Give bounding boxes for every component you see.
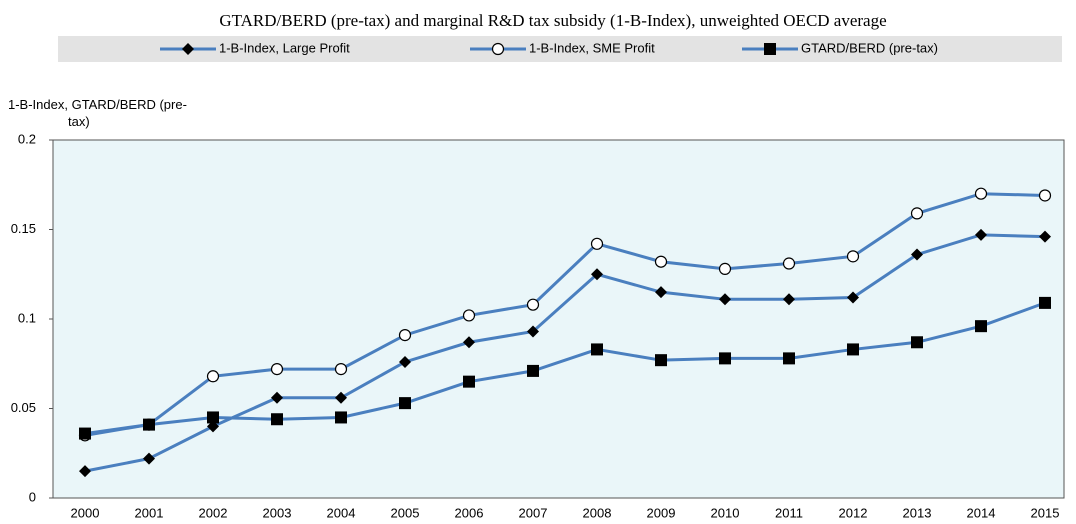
data-point [719,352,731,365]
data-point [846,250,860,263]
legend-marker [182,43,194,55]
y-axis-label: 1-B-Index, GTARD/BERD (pre-tax) [8,97,187,129]
x-tick-label: 2002 [199,505,228,520]
data-point [783,293,795,306]
data-point [718,262,732,275]
x-tick-label: 2001 [135,505,164,520]
data-point [911,336,923,349]
series-line [84,233,1046,473]
legend-label: GTARD/BERD (pre-tax) [801,40,938,55]
data-point [591,268,603,281]
data-point [783,352,795,365]
x-tick-label: 2015 [1031,505,1060,520]
data-point [463,336,475,349]
data-point [591,343,603,356]
data-point [1039,296,1051,309]
data-point [847,343,859,356]
y-tick-label: 0.2 [18,131,36,146]
data-point [527,364,539,377]
data-point [975,320,987,333]
x-tick-label: 2005 [391,505,420,520]
data-point [143,418,155,431]
legend-background [58,36,1062,62]
plot-area [52,139,1065,499]
data-point [527,325,539,338]
data-point [975,228,987,241]
y-tick-label: 0.1 [18,310,36,325]
y-tick-label: 0.05 [11,400,36,415]
data-point [1039,230,1051,243]
legend-marker [764,43,776,55]
data-point [399,355,411,368]
data-point [847,291,859,304]
x-tick-label: 2011 [775,505,803,520]
data-point [334,363,348,376]
data-point [911,248,923,261]
data-point [207,411,219,424]
data-point [79,427,91,440]
legend-marker [491,42,505,56]
data-point [655,354,667,367]
data-point [719,293,731,306]
x-tick-label: 2009 [647,505,676,520]
x-tick-label: 2008 [583,505,612,520]
y-tick-label: 0.15 [11,221,36,236]
x-tick-label: 2007 [519,505,548,520]
data-point [590,237,604,250]
y-tick-label: 0 [29,489,36,504]
data-point [654,255,668,268]
legend-label: 1-B-Index, SME Profit [529,40,655,55]
x-tick-label: 2013 [903,505,932,520]
data-point [79,465,91,478]
data-point [526,298,540,311]
series-line [84,192,1046,437]
x-tick-label: 2004 [327,505,356,520]
data-point [782,257,796,270]
x-tick-label: 2014 [967,505,996,520]
data-point [271,413,283,426]
legend-label: 1-B-Index, Large Profit [219,40,350,55]
data-point [271,391,283,404]
data-point [270,363,284,376]
data-point [335,411,347,424]
data-point [399,397,411,410]
x-tick-label: 2003 [263,505,292,520]
x-tick-label: 2010 [711,505,740,520]
x-tick-label: 2006 [455,505,484,520]
data-point [143,452,155,465]
x-tick-label: 2000 [71,505,100,520]
data-point [335,391,347,404]
data-point [462,309,476,322]
data-point [1038,189,1052,202]
series-line [84,301,1046,436]
data-point [655,286,667,299]
x-tick-label: 2012 [839,505,868,520]
data-point [910,207,924,220]
data-point [398,329,412,342]
data-point [463,375,475,388]
data-point [206,370,220,383]
data-point [974,187,988,200]
chart-title: GTARD/BERD (pre-tax) and marginal R&D ta… [219,11,886,30]
